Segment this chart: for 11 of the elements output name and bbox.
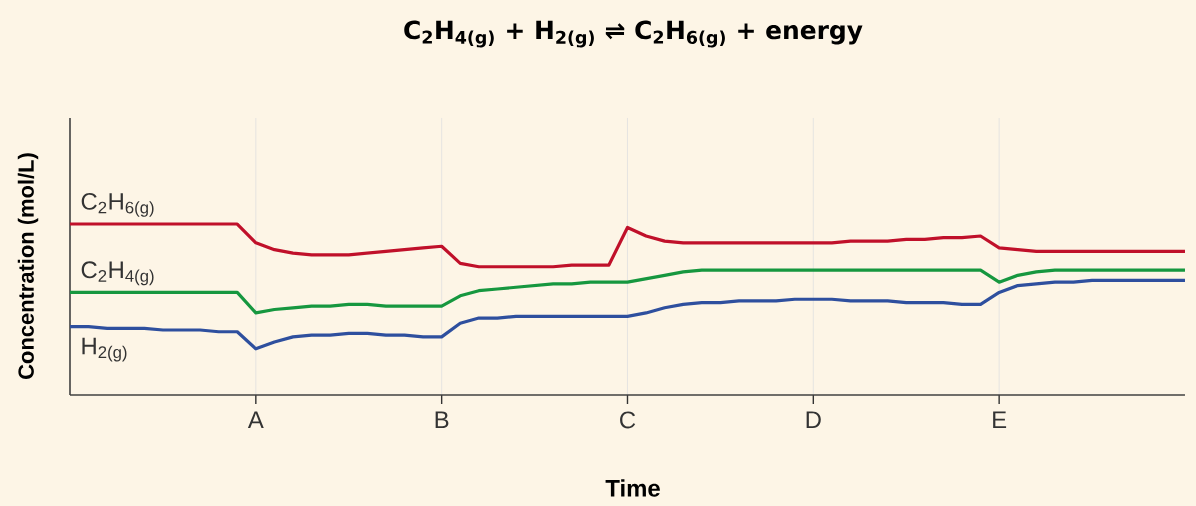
series-label: H$_{2(g)}$: [82, 337, 127, 362]
x-axis-title: Time: [605, 479, 660, 497]
x-tick-label: B: [435, 411, 449, 428]
x-tick-label: A: [247, 411, 264, 428]
series-label: C$_{2}$H$_{4(g)}$: [81, 261, 154, 286]
chart-title: C$_{2}$H$_{4(g)}$ + H$_{2(g)}$ ⇌ C$_{2}$H$_{6(g)}$ + energy: [404, 20, 863, 48]
x-tick-label: D: [806, 411, 821, 428]
y-axis-title: Concentration (mol/L): [17, 153, 39, 379]
series-label: C$_{2}$H$_{6(g)}$: [81, 192, 154, 217]
x-tick-label: E: [993, 411, 1007, 428]
x-tick-label: C: [620, 411, 636, 429]
